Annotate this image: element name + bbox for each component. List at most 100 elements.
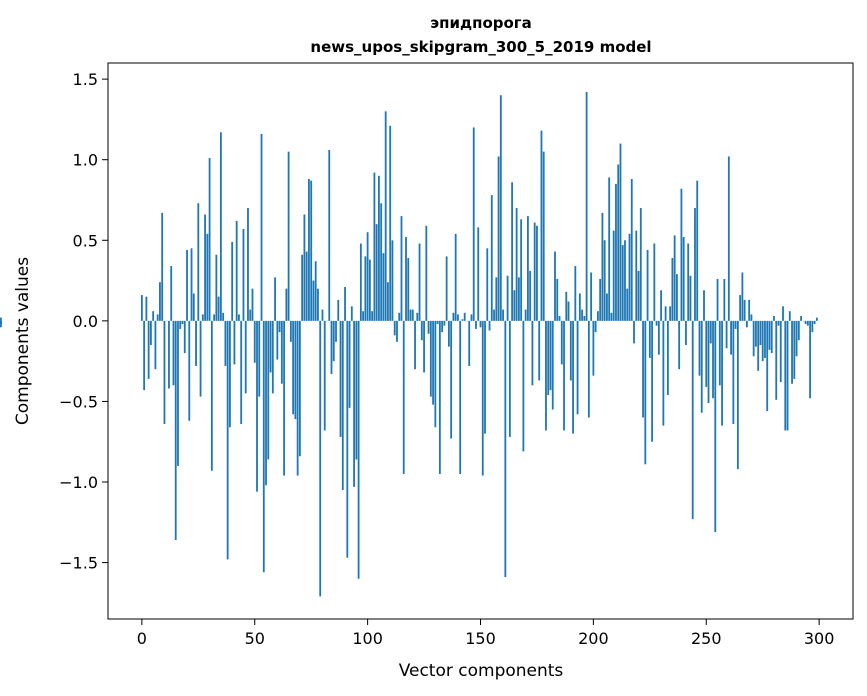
bar: [811, 320, 814, 333]
bar: [197, 203, 200, 321]
bar: [429, 320, 432, 397]
bar: [657, 320, 660, 355]
bar: [495, 277, 498, 321]
bar: [475, 320, 477, 329]
bar: [558, 316, 561, 321]
bar: [303, 214, 306, 321]
bar: [371, 311, 374, 321]
bar: [172, 320, 175, 386]
bar: [777, 320, 780, 326]
bar: [434, 320, 437, 428]
bar: [664, 306, 667, 321]
bar: [764, 320, 766, 358]
bar: [538, 320, 541, 381]
bar: [585, 92, 588, 321]
bar: [678, 320, 681, 370]
bar: [653, 243, 656, 321]
bar: [251, 288, 254, 321]
x-tick-label: 50: [245, 629, 265, 648]
bar: [716, 278, 719, 321]
bar: [594, 320, 597, 333]
bar: [258, 320, 261, 397]
bar: [748, 299, 751, 321]
bar: [287, 151, 290, 321]
bar: [691, 320, 694, 520]
bar: [642, 320, 644, 418]
x-tick-label: 200: [578, 629, 609, 648]
bar: [569, 320, 572, 381]
bar: [423, 320, 425, 373]
bar: [186, 249, 188, 321]
bar: [321, 309, 324, 321]
bar: [233, 320, 236, 365]
bar: [457, 314, 459, 321]
bar: [190, 248, 193, 321]
bar: [378, 175, 380, 321]
bar: [502, 309, 504, 321]
bar: [714, 320, 717, 532]
bar: [685, 320, 687, 346]
bar: [289, 320, 292, 342]
bar: [655, 320, 658, 326]
bar: [231, 241, 234, 321]
bar: [265, 320, 267, 486]
bar: [621, 245, 624, 321]
bar: [179, 320, 182, 329]
bar: [739, 295, 742, 321]
bar: [727, 156, 730, 321]
bar: [745, 320, 748, 328]
bar: [736, 320, 739, 470]
bar: [262, 320, 265, 573]
bar: [576, 320, 579, 415]
bar: [235, 220, 238, 321]
bar: [210, 320, 213, 471]
bar: [687, 243, 690, 321]
y-tick-label: 0.5: [73, 231, 98, 250]
bar: [380, 203, 383, 321]
bar: [0, 320, 2, 328]
bar: [809, 320, 812, 399]
bar: [680, 188, 683, 321]
bar: [750, 314, 753, 321]
bar: [563, 320, 565, 431]
bar: [204, 214, 206, 321]
bar: [332, 320, 335, 362]
bar: [782, 306, 784, 321]
bar: [768, 320, 771, 350]
bar: [244, 320, 247, 394]
bar: [572, 320, 574, 434]
bar: [786, 320, 789, 431]
bar: [666, 320, 669, 395]
bar: [382, 253, 385, 321]
bar: [520, 219, 523, 321]
x-tick-label: 0: [137, 629, 147, 648]
bar: [312, 280, 315, 321]
bar: [479, 320, 482, 328]
bar: [481, 320, 484, 476]
bar: [676, 274, 678, 321]
x-tick-label: 100: [352, 629, 383, 648]
bar: [330, 320, 333, 375]
bar: [253, 320, 256, 363]
bar: [506, 275, 509, 321]
bar: [219, 132, 222, 321]
bar: [278, 320, 281, 333]
bar: [387, 282, 389, 321]
bar: [470, 314, 473, 321]
bar: [707, 320, 710, 404]
bar: [703, 290, 705, 321]
bar: [170, 266, 173, 321]
bar: [411, 309, 414, 321]
y-tick-label: 0.0: [73, 312, 98, 331]
bar: [174, 320, 177, 541]
bar: [414, 320, 416, 370]
bar: [705, 320, 708, 387]
bar: [660, 290, 663, 321]
bar: [698, 320, 701, 376]
bar: [226, 320, 229, 560]
bar: [247, 208, 249, 321]
bar: [615, 183, 617, 321]
y-tick-label: 1.5: [73, 70, 98, 89]
bar: [508, 320, 511, 437]
